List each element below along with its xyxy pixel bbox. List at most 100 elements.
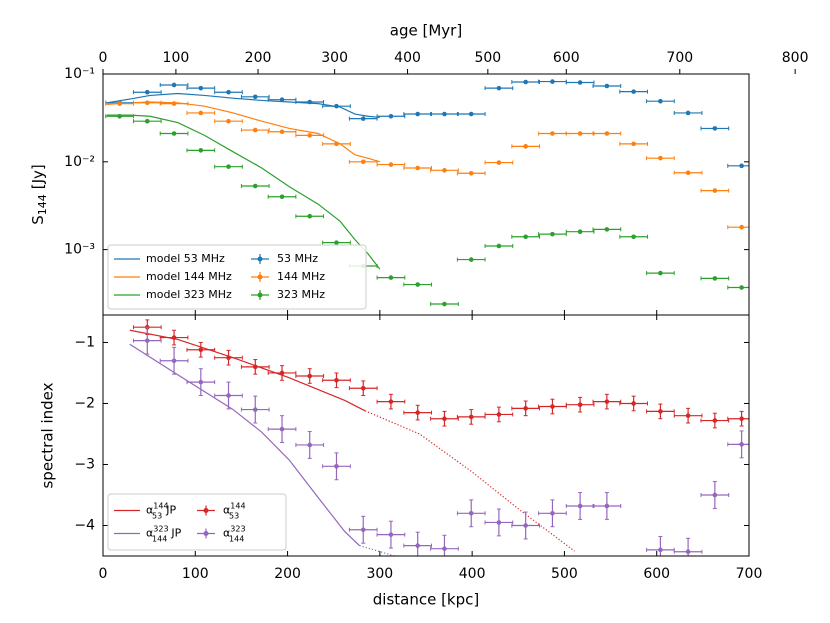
symbol: α [223,527,230,540]
marker [523,523,528,528]
data-point [646,155,675,161]
model-line [106,101,381,163]
x2-tick-label: 700 [666,50,693,66]
y-tick-label: 10⁻² [64,154,95,170]
suffix: JP [170,527,181,540]
marker [523,79,528,85]
data-point [322,240,351,245]
data-point [322,372,351,389]
marker [117,101,122,106]
data-point [376,275,406,280]
marker [577,503,583,509]
marker [360,159,366,165]
marker [712,418,718,423]
data-point [592,131,622,136]
marker [144,100,150,106]
marker [631,89,636,94]
x2-tick-label: 600 [553,50,580,66]
data-point [322,141,351,147]
marker [279,370,285,376]
marker [388,162,394,167]
marker [604,83,610,89]
data-point [132,326,162,355]
marker [388,532,394,537]
data-point [240,94,270,100]
marker [442,111,447,117]
marker [496,85,502,91]
marker [198,379,204,385]
data-point [511,144,541,149]
data-point [646,98,675,104]
marker [198,347,204,353]
marker [550,510,555,516]
marker [468,170,474,176]
model-line [129,329,366,412]
data-point [673,407,703,424]
legend-box [107,244,367,310]
marker [577,80,583,85]
y-tick-label: −1 [74,334,95,350]
marker [604,131,610,136]
x2-tick-label: 400 [394,50,421,66]
data-point [484,508,514,537]
data-point [456,257,486,262]
data-point [538,398,567,415]
legend-label: α323 144 [223,524,246,543]
data-point [159,101,189,106]
marker [307,213,313,219]
marker [388,399,394,404]
data-point [376,520,406,549]
data-point [240,359,270,375]
symbol: S [29,215,47,225]
marker [550,131,555,136]
plot-frame [102,314,750,557]
legend-label: α144 53 JP [146,501,176,520]
data-point [430,301,459,307]
data-point [565,396,595,413]
data-point [538,499,567,528]
data-point [403,404,433,421]
marker [685,110,691,116]
marker [550,404,555,409]
data-point [565,80,595,85]
data-point [295,133,325,138]
data-point [700,481,730,509]
data-point [240,127,270,133]
data-point [159,346,189,375]
data-point [186,148,216,153]
data-point [511,234,541,240]
legend-label: α144 53 [223,501,246,520]
marker [712,188,718,193]
subscript: 144 [36,194,49,215]
data-point [132,89,162,95]
marker [712,492,718,498]
marker [685,170,691,176]
marker [307,442,313,448]
data-point [186,110,216,116]
subscript: 53 [229,511,239,520]
x-axis-label: distance [kpc] [373,591,480,609]
data-point [159,131,189,136]
marker [442,301,447,307]
legend-swatch [257,274,263,280]
marker [334,464,339,469]
marker [198,148,204,153]
marker [307,99,313,105]
marker [252,364,258,370]
marker [171,131,177,136]
x2-tick-label: 500 [474,50,501,66]
x-tick-label: 400 [459,566,486,582]
data-point [159,329,189,346]
marker [117,113,122,119]
data-point [376,113,406,119]
marker [171,101,177,106]
data-point [267,194,297,200]
marker [739,285,744,290]
data-point [403,165,433,171]
data-point [295,431,325,459]
data-point [403,282,433,287]
legend-label: 144 MHz [277,270,325,283]
marker [604,399,610,404]
marker [658,155,663,161]
data-point [348,380,378,397]
